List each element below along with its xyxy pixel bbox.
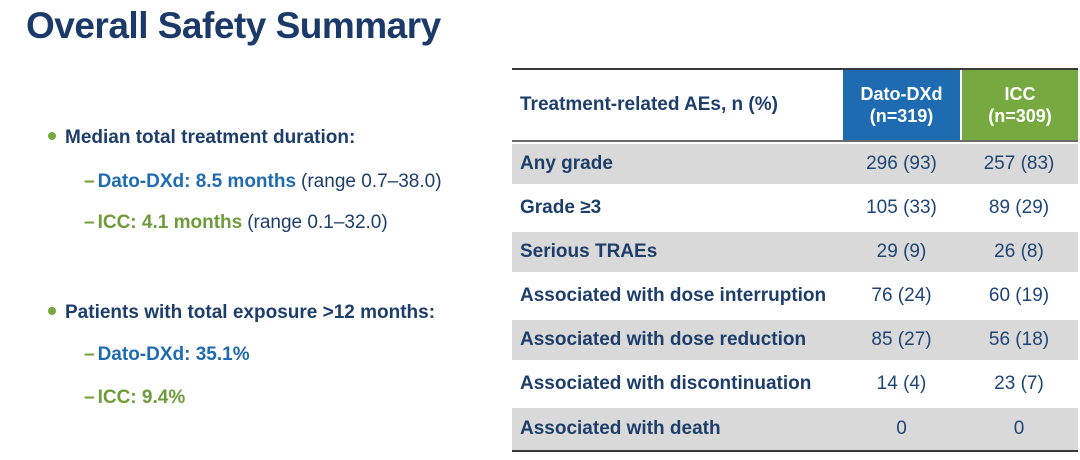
bullet-label: Median total treatment duration: — [65, 127, 356, 148]
table-row: Any grade 296 (93) 257 (83) — [512, 142, 1078, 186]
row-value-icc: 60 (19) — [988, 285, 1050, 306]
table-row: Associated with discontinuation 14 (4) 2… — [512, 362, 1078, 406]
table-header-dato-dxd: Dato-DXd (n=319) — [843, 70, 960, 140]
table-row: Grade ≥3 105 (33) 89 (29) — [512, 186, 1078, 230]
row-value-dato: 14 (4) — [876, 373, 927, 394]
header-arm-name: Dato-DXd — [860, 84, 943, 104]
header-arm-n: (n=319) — [869, 106, 934, 126]
sub-item-value: ICC: 9.4% — [97, 387, 186, 408]
row-label: Serious TRAEs — [520, 241, 658, 262]
row-label: Associated with dose interruption — [520, 285, 827, 306]
sub-item-value: Dato-DXd: 8.5 months — [97, 171, 297, 192]
sub-item-dato-exposure: – Dato-DXd: 35.1% — [84, 343, 250, 367]
table-header-icc: ICC (n=309) — [960, 70, 1078, 140]
sub-item-value: Dato-DXd: 35.1% — [97, 344, 250, 365]
treatment-related-aes-table: Treatment-related AEs, n (%) Dato-DXd (n… — [512, 68, 1078, 452]
row-value-dato: 296 (93) — [866, 153, 937, 174]
dash-icon: – — [84, 171, 95, 192]
row-value-dato: 76 (24) — [871, 285, 932, 306]
table-row: Associated with dose interruption 76 (24… — [512, 274, 1078, 318]
header-arm-n: (n=309) — [988, 106, 1052, 126]
sub-item-value: ICC: 4.1 months — [97, 212, 243, 233]
sub-item-range: (range 0.7–38.0) — [301, 171, 442, 192]
row-label: Grade ≥3 — [520, 197, 602, 218]
table-header-row: Treatment-related AEs, n (%) Dato-DXd (n… — [512, 70, 1078, 142]
page-title: Overall Safety Summary — [26, 5, 441, 46]
sub-item-icc-exposure: – ICC: 9.4% — [84, 386, 185, 410]
row-value-icc: 89 (29) — [988, 197, 1050, 218]
sub-item-range: (range 0.1–32.0) — [247, 212, 388, 233]
row-value-icc: 0 — [1013, 418, 1025, 439]
bullet-icon — [48, 132, 56, 140]
table-row: Associated with death 0 0 — [512, 406, 1078, 450]
table-row: Serious TRAEs 29 (9) 26 (8) — [512, 230, 1078, 274]
dash-icon: – — [84, 212, 95, 233]
row-label: Any grade — [520, 153, 613, 174]
table-row: Associated with dose reduction 85 (27) 5… — [512, 318, 1078, 362]
row-value-dato: 105 (33) — [866, 197, 937, 218]
dash-icon: – — [84, 387, 95, 408]
sub-item-dato-duration: – Dato-DXd: 8.5 months (range 0.7–38.0) — [84, 170, 442, 194]
bullet-label: Patients with total exposure >12 months: — [65, 302, 436, 323]
row-label: Associated with dose reduction — [520, 329, 807, 350]
row-value-dato: 0 — [896, 418, 907, 439]
dash-icon: – — [84, 344, 95, 365]
row-label: Associated with discontinuation — [520, 373, 812, 394]
row-value-icc: 23 (7) — [994, 373, 1044, 394]
row-value-icc: 257 (83) — [983, 153, 1055, 174]
row-value-dato: 29 (9) — [876, 241, 927, 262]
header-arm-name: ICC — [1004, 84, 1036, 104]
row-value-icc: 26 (8) — [994, 241, 1044, 262]
bullet-treatment-duration: Median total treatment duration: — [48, 126, 355, 150]
row-label: Associated with death — [520, 418, 721, 439]
row-value-icc: 56 (18) — [988, 329, 1050, 350]
bullet-icon — [48, 307, 56, 315]
row-value-dato: 85 (27) — [871, 329, 932, 350]
table-header-label: Treatment-related AEs, n (%) — [512, 70, 843, 140]
sub-item-icc-duration: – ICC: 4.1 months (range 0.1–32.0) — [84, 211, 388, 235]
bullet-exposure: Patients with total exposure >12 months: — [48, 301, 435, 325]
